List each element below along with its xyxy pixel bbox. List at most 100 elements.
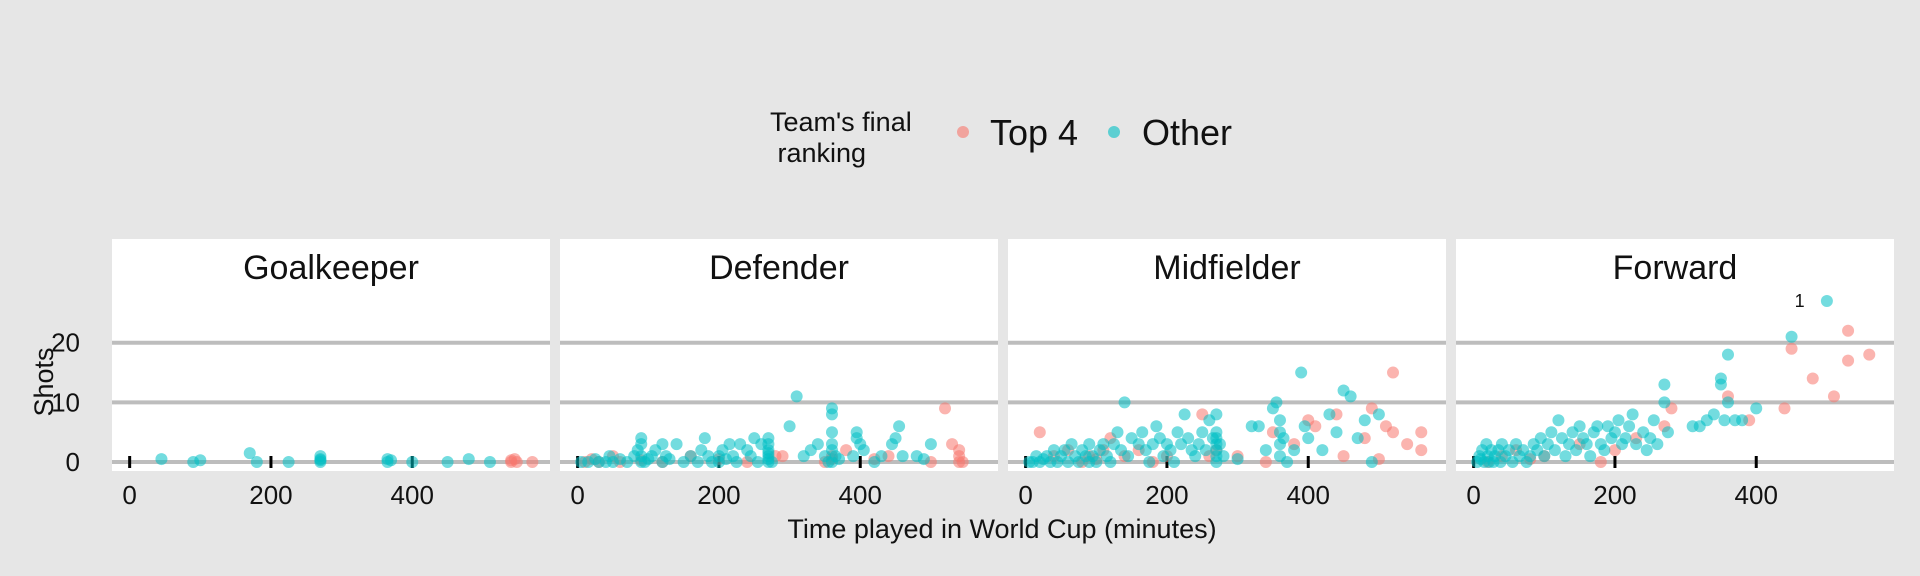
data-point-other [762,432,775,445]
data-point-other [1580,438,1593,451]
x-tick-label: 200 [1593,480,1636,510]
y-axis-title: Shots [29,347,59,416]
data-point-top4 [1806,372,1819,385]
x-axis-title: Time played in World Cup (minutes) [787,514,1216,544]
facet-midfielder: Midfielder 0 200 400 [1008,239,1446,510]
data-point-other [1136,426,1149,439]
data-point-other [194,454,207,467]
data-point-other [1344,390,1357,403]
data-point-other [1259,444,1272,457]
data-point-top4 [776,450,789,463]
data-point-other [670,438,683,451]
data-point-other [1750,402,1763,415]
data-point-top4 [1842,324,1855,337]
data-point-top4 [1259,456,1272,469]
data-point-top4 [1827,390,1840,403]
data-point-other [833,453,846,466]
data-point-other [889,432,902,445]
data-point-top4 [1309,420,1322,433]
data-point-other [1630,438,1643,451]
data-point-other [847,450,860,463]
data-point-other [1097,438,1110,451]
y-tick-label: 10 [51,387,80,417]
data-point-other [282,456,295,469]
data-point-other [1295,366,1308,379]
data-point-other [1718,414,1731,427]
data-point-other [875,450,888,463]
data-point-other [1231,453,1244,466]
data-point-other [1714,372,1727,385]
x-tick-label: 400 [1735,480,1778,510]
facet-label-goalkeeper: Goalkeeper [243,249,419,287]
data-point-other [1277,432,1290,445]
data-point-other [155,453,168,466]
data-point-other [1217,450,1230,463]
data-point-other [1210,408,1223,421]
legend-label-top4: Top 4 [990,112,1078,153]
data-point-other [663,453,676,466]
data-point-other [825,402,838,415]
data-point-other [1083,438,1096,451]
data-point-other [1164,444,1177,457]
data-point-other [723,438,736,451]
data-point-other [314,454,327,467]
data-point-other [1270,396,1283,409]
data-point-other [783,420,796,433]
data-point-top4 [1387,366,1400,379]
data-point-other [1302,432,1315,445]
data-point-other [924,438,937,451]
data-point-other [1372,408,1385,421]
data-point-other [441,456,454,469]
x-tick-label: 200 [1145,480,1188,510]
data-point-other [1281,456,1294,469]
data-point-other [917,453,930,466]
facet-defender: Defender 0 200 400 [560,239,998,510]
data-point-other [1196,426,1209,439]
data-point-other [1820,294,1833,307]
data-point-other [1661,426,1674,439]
data-point-other [1065,438,1078,451]
data-point-other [1736,414,1749,427]
data-point-other [691,456,704,469]
data-point-other [1358,414,1371,427]
data-point-other [896,450,909,463]
data-point-other [1545,426,1558,439]
data-point-other [825,426,838,439]
data-point-top4 [1842,354,1855,367]
legend-key-other [1108,126,1120,138]
data-point-top4 [1337,450,1350,463]
data-point-other [698,432,711,445]
facet-label-midfielder: Midfielder [1153,249,1300,287]
data-point-other [1573,420,1586,433]
data-point-other [243,447,256,460]
data-point-other [1559,450,1572,463]
data-point-other [811,438,824,451]
y-tick-label: 0 [66,447,80,477]
data-point-other [1623,420,1636,433]
data-point-top4 [1401,438,1414,451]
facet-goalkeeper: Goalkeeper 0 200 400 0 10 20 [51,239,550,510]
point-annotation: 1 [1795,291,1805,311]
data-point-other [1721,348,1734,361]
facet-strip-midfielder [1008,239,1446,295]
data-point-other [1178,408,1191,421]
data-point-other [1090,456,1103,469]
data-point-other [635,432,648,445]
data-point-other [1104,456,1117,469]
data-point-other [765,456,778,469]
data-point-other [790,390,803,403]
data-point-top4 [1415,444,1428,457]
data-point-other [1122,450,1135,463]
data-point-other [1548,444,1561,457]
data-point-other [1552,414,1565,427]
data-point-other [1658,396,1671,409]
x-tick-label: 0 [122,480,136,510]
points-defender [575,390,969,469]
x-tick-label: 400 [391,480,434,510]
data-point-top4 [1594,456,1607,469]
data-point-other [1626,408,1639,421]
facet-strip-forward [1456,239,1894,295]
